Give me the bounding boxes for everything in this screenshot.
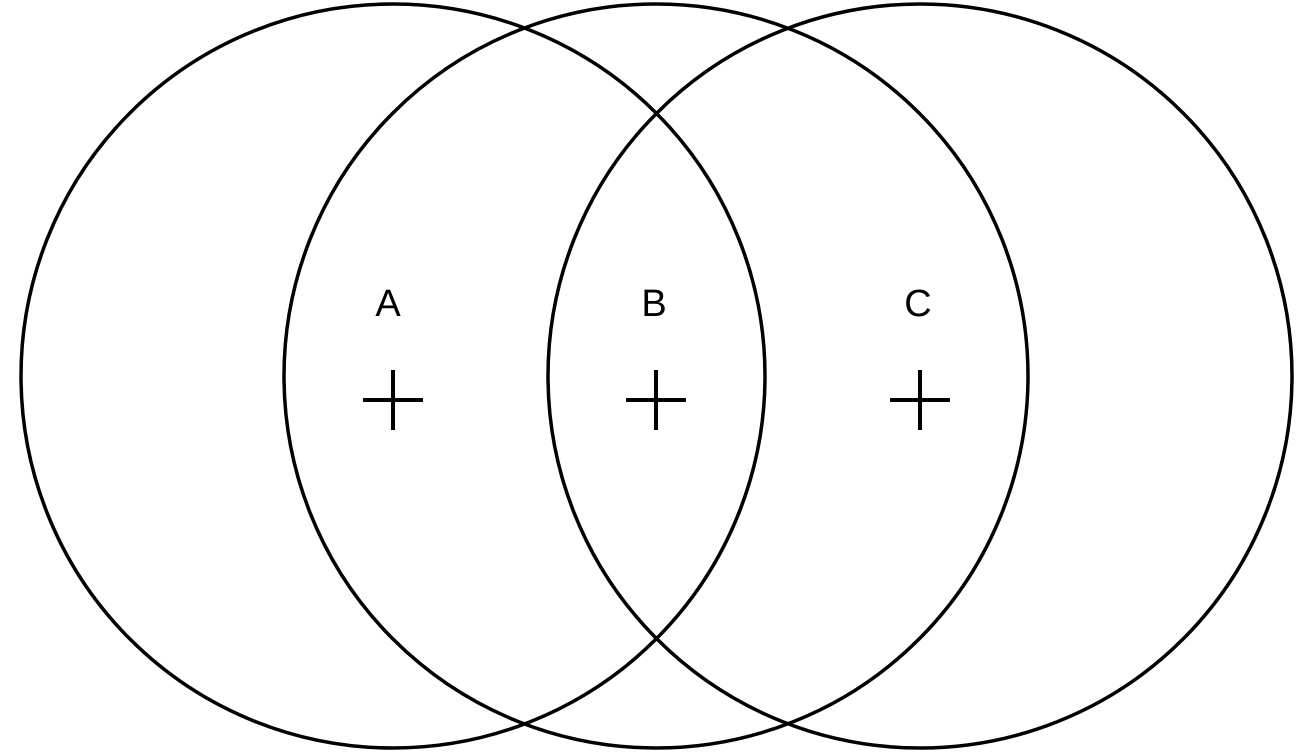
label-b: B: [641, 283, 666, 325]
center-marker-c: C: [890, 283, 950, 430]
label-a: A: [375, 283, 401, 325]
center-marker-a: A: [363, 283, 423, 430]
venn-svg: A B C: [0, 0, 1313, 752]
venn-diagram: A B C: [0, 0, 1313, 752]
center-marker-b: B: [626, 283, 686, 430]
label-c: C: [904, 283, 931, 325]
